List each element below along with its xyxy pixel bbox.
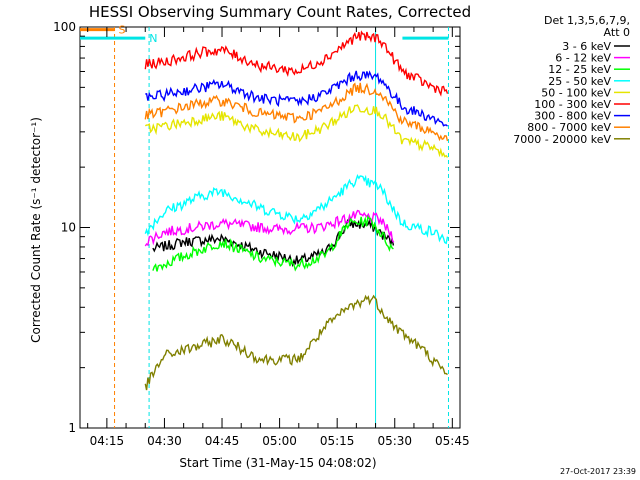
- series-line-6: [145, 70, 448, 127]
- y-tick-label-2: 100: [53, 20, 76, 34]
- legend-header-line1: Det 1,3,5,6,7,9,: [544, 14, 630, 27]
- series-line-4: [144, 104, 449, 158]
- x-tick-label-1: 04:30: [147, 434, 182, 448]
- x-axis-ticks: 04:15 04:30 04:45 05:00 05:15 05:30 05:45: [87, 27, 470, 448]
- legend-label-0: 3 - 6 keV: [562, 40, 611, 53]
- state-flags: SN: [80, 24, 449, 45]
- x-tick-label-6: 05:45: [435, 434, 470, 448]
- legend-label-1: 6 - 12 keV: [555, 52, 611, 65]
- legend-label-6: 300 - 800 keV: [534, 110, 611, 123]
- legend-label-7: 800 - 7000 keV: [527, 121, 611, 134]
- legend-label-4: 50 - 100 keV: [541, 86, 611, 99]
- x-tick-label-5: 05:30: [377, 434, 412, 448]
- flag-label-1: N: [149, 32, 157, 45]
- series-line-0: [152, 217, 395, 268]
- x-axis-label: Start Time (31-May-15 04:08:02): [179, 456, 376, 470]
- plot-area: SN 04:15 04:30 04:45 05:00 05:15 05:30 05:45 1…: [53, 20, 470, 448]
- x-tick-label-4: 05:15: [320, 434, 355, 448]
- plot-frame: [79, 26, 461, 429]
- series-line-1: [144, 209, 395, 247]
- series-line-3: [144, 173, 449, 245]
- y-tick-label-0: 1: [68, 421, 76, 435]
- y-axis-label: Corrected Count Rate (s⁻¹ detector⁻¹): [29, 117, 43, 343]
- legend-label-2: 12 - 25 keV: [548, 63, 611, 76]
- x-tick-label-2: 04:45: [205, 434, 240, 448]
- series-line-2: [152, 214, 394, 272]
- x-tick-label-3: 05:00: [262, 434, 297, 448]
- y-tick-label-1: 10: [61, 221, 76, 235]
- series-lines: [144, 30, 449, 391]
- chart-title: HESSI Observing Summary Count Rates, Cor…: [89, 3, 471, 21]
- legend-label-5: 100 - 300 keV: [534, 98, 611, 111]
- flag-label-0: S: [119, 24, 126, 37]
- series-line-5: [144, 30, 449, 97]
- legend-label-8: 7000 - 20000 keV: [513, 133, 611, 146]
- timestamp: 27-Oct-2017 23:39: [560, 467, 636, 476]
- series-line-8: [144, 294, 448, 391]
- legend-label-3: 25 - 50 keV: [548, 75, 611, 88]
- time-markers: [114, 27, 449, 428]
- legend-header-line2: Att 0: [604, 26, 630, 39]
- series-line-7: [144, 82, 449, 142]
- x-tick-label-0: 04:15: [90, 434, 125, 448]
- y-axis-ticks: 1 10 100: [53, 20, 460, 435]
